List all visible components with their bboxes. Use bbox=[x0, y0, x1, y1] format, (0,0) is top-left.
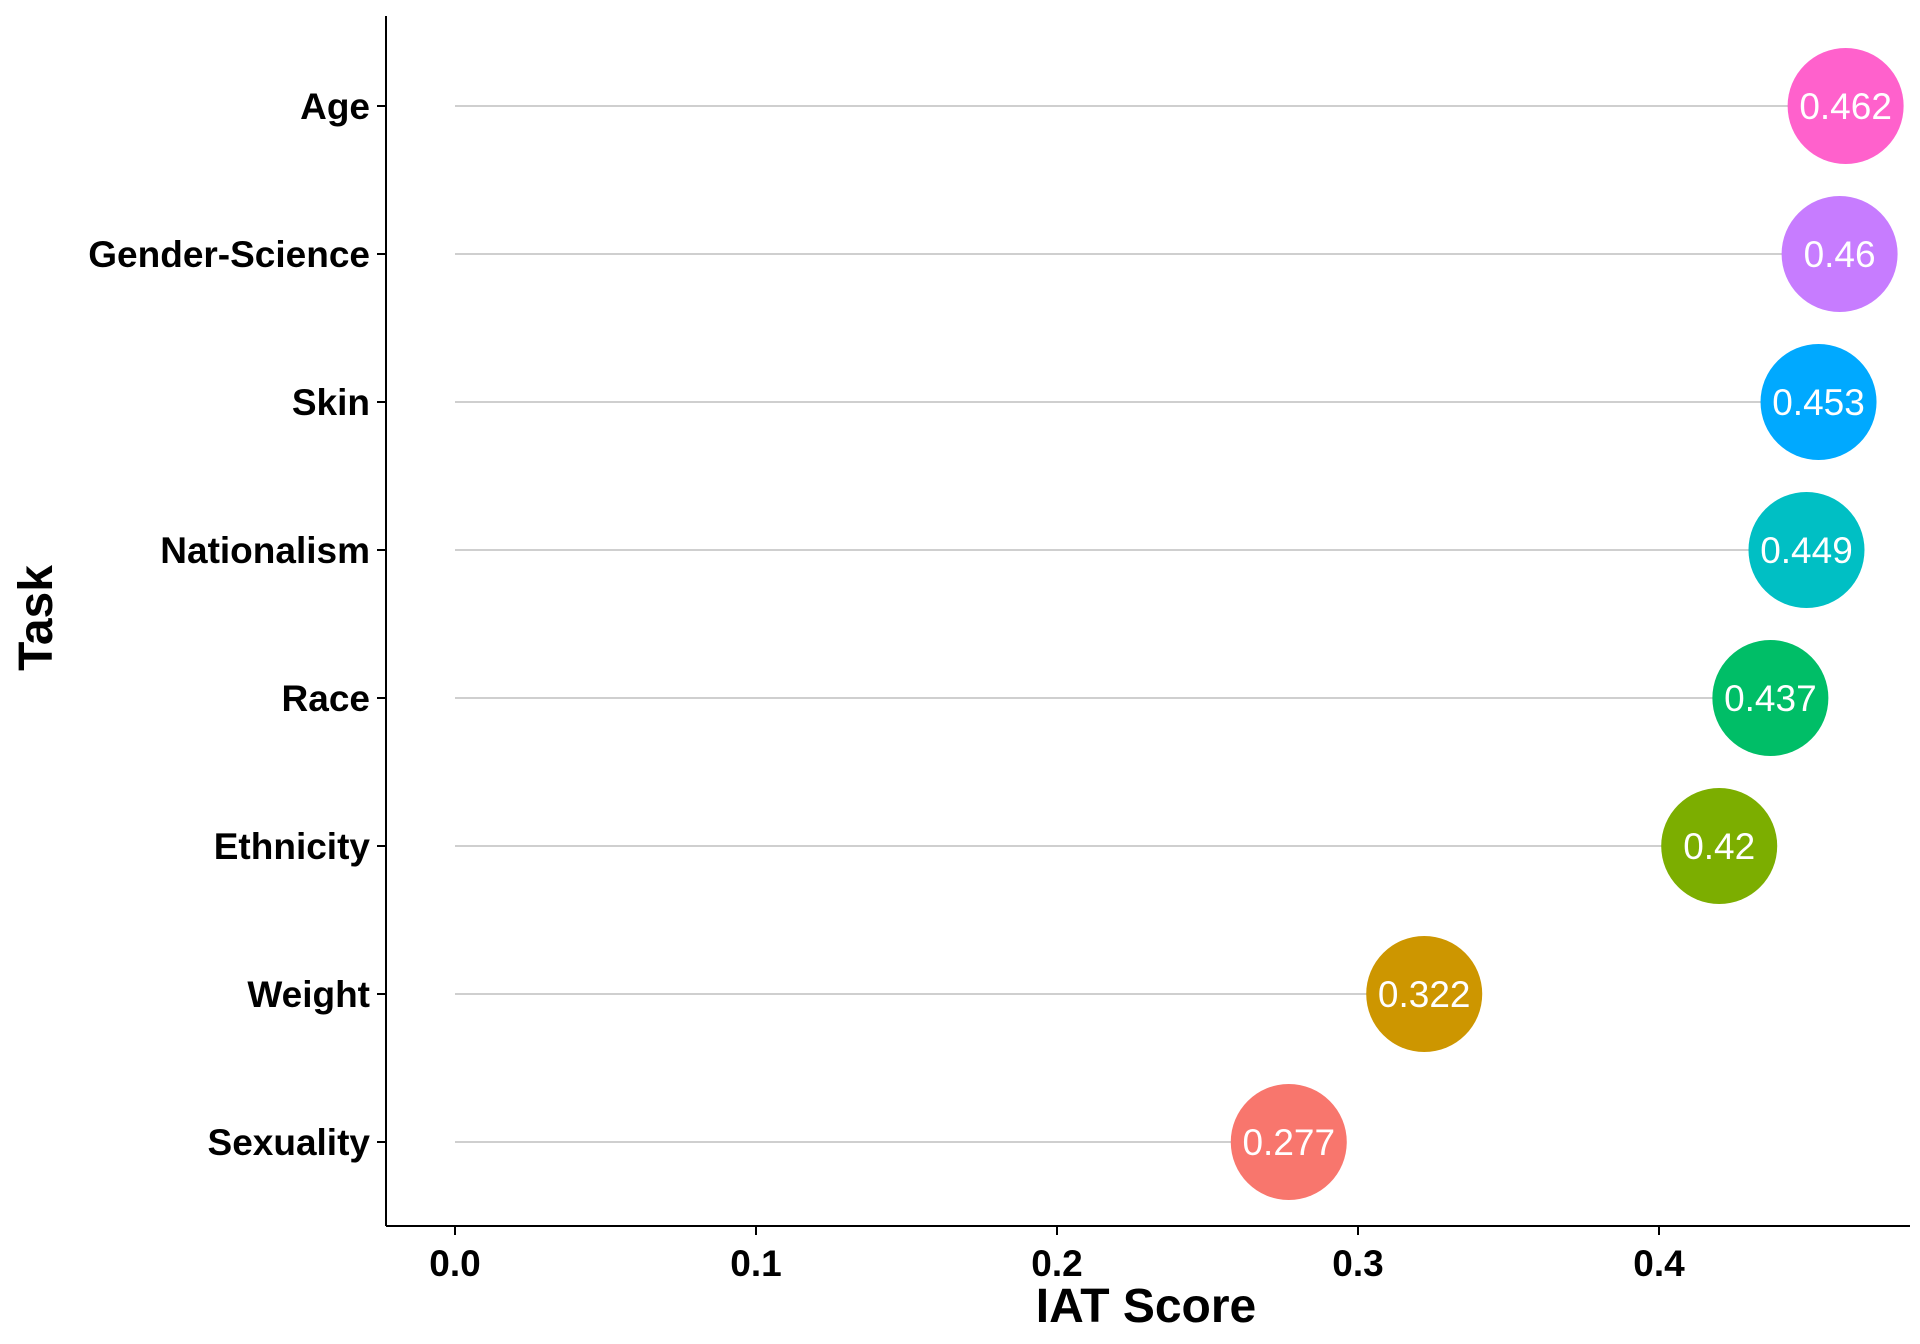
x-axis: 0.0 0.1 0.2 0.3 0.4 bbox=[386, 1225, 1910, 1284]
y-tick-label: Ethnicity bbox=[214, 826, 371, 867]
data-point bbox=[1760, 344, 1877, 460]
data-point bbox=[1366, 936, 1483, 1052]
y-tick-label: Age bbox=[300, 86, 370, 127]
data-point bbox=[1661, 788, 1778, 904]
y-axis-title: Task bbox=[10, 565, 63, 671]
x-tick-label: 0.4 bbox=[1633, 1243, 1685, 1284]
y-axis: Age Gender-Science Skin Nationalism Race Ethn… bbox=[88, 16, 387, 1226]
data-label: 0.462 bbox=[1799, 86, 1892, 127]
data-point bbox=[1748, 492, 1865, 608]
data-label: 0.322 bbox=[1378, 974, 1471, 1015]
data-points: 0.462 0.46 0.453 0.449 0.437 0.42 0.322 0.277 bbox=[1230, 48, 1904, 1200]
y-tick-label: Weight bbox=[247, 974, 370, 1015]
x-tick-label: 0.3 bbox=[1332, 1243, 1383, 1284]
x-tick-label: 0.1 bbox=[730, 1243, 781, 1284]
data-label: 0.46 bbox=[1804, 234, 1876, 275]
y-tick-label: Gender-Science bbox=[88, 234, 370, 275]
data-point bbox=[1712, 640, 1829, 756]
data-label: 0.453 bbox=[1772, 382, 1865, 423]
y-tick-label: Skin bbox=[292, 382, 370, 423]
y-tick-label: Race bbox=[282, 678, 370, 719]
data-label: 0.449 bbox=[1760, 530, 1853, 571]
data-point bbox=[1781, 196, 1898, 312]
y-tick-label: Nationalism bbox=[160, 530, 370, 571]
x-axis-title: IAT Score bbox=[1036, 1280, 1257, 1333]
x-tick-label: 0.0 bbox=[429, 1243, 480, 1284]
x-tick-label: 0.2 bbox=[1031, 1243, 1082, 1284]
data-label: 0.42 bbox=[1683, 826, 1755, 867]
data-point bbox=[1230, 1084, 1347, 1200]
guide-lines bbox=[455, 105, 1846, 1143]
data-point bbox=[1787, 48, 1904, 164]
data-label: 0.437 bbox=[1724, 678, 1817, 719]
y-tick-label: Sexuality bbox=[208, 1122, 371, 1163]
data-label: 0.277 bbox=[1242, 1122, 1335, 1163]
